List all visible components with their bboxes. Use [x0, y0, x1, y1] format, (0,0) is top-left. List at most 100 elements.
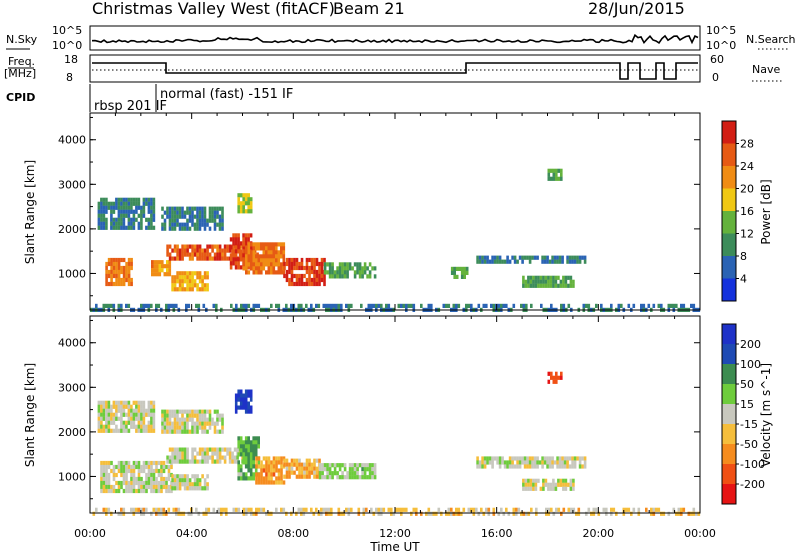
scatter-cell	[152, 404, 156, 409]
scatter-cell	[120, 400, 123, 405]
scatter-cell	[536, 460, 539, 465]
scatter-cell	[254, 440, 258, 445]
scatter-cell	[516, 259, 519, 264]
scatter-cell	[298, 458, 301, 463]
scatter-cell	[181, 287, 184, 292]
scatter-cell	[503, 460, 507, 465]
scatter-cell	[285, 273, 289, 279]
scatter-cell	[220, 507, 223, 512]
scatter-cell	[260, 468, 263, 473]
scatter-cell	[496, 255, 499, 260]
scatter-cell	[326, 471, 329, 476]
scatter-cell	[627, 507, 631, 512]
scatter-cell	[112, 201, 116, 206]
scatter-cell	[270, 476, 273, 481]
scatter-cell	[247, 405, 250, 410]
scatter-cell	[125, 476, 128, 482]
scatter-cell	[152, 484, 156, 490]
scatter-cell	[242, 476, 245, 481]
scatter-cell	[181, 459, 184, 464]
scatter-cell	[228, 459, 232, 464]
scatter-cell	[193, 482, 197, 487]
scatter-cell	[526, 464, 529, 469]
scatter-cell	[552, 482, 555, 487]
scatter-cell	[157, 303, 161, 308]
scatter-cell	[481, 460, 484, 465]
scatter-cell	[247, 197, 250, 202]
scatter-cell	[173, 425, 177, 430]
scatter-cell	[191, 256, 194, 261]
scatter-cell	[260, 472, 263, 477]
scatter-cell	[163, 409, 167, 414]
scatter-cell	[560, 168, 563, 173]
nave-label: Nave	[752, 63, 780, 76]
scatter-cell	[280, 262, 283, 267]
scatter-cell	[100, 221, 103, 226]
scatter-cell	[366, 467, 369, 472]
scatter-cell	[186, 478, 189, 483]
scatter-cell	[188, 252, 192, 257]
scatter-cell	[244, 201, 248, 206]
scatter-cell	[186, 413, 189, 418]
scatter-cell	[125, 412, 128, 417]
nsearch-tick-bottom: 10^0	[706, 39, 736, 52]
scatter-cell	[236, 447, 239, 452]
scatter-cell	[554, 482, 558, 487]
scatter-cell	[105, 511, 108, 516]
scatter-cell	[249, 440, 253, 445]
scatter-cell	[346, 262, 349, 267]
scatter-cell	[247, 389, 250, 394]
scatter-cell	[206, 218, 209, 223]
scatter-cell	[218, 429, 222, 434]
scatter-cell	[166, 248, 169, 253]
scatter-cell	[239, 476, 243, 481]
scatter-cell	[244, 440, 248, 445]
scatter-cell	[262, 507, 266, 512]
scatter-cell	[318, 467, 322, 472]
scatter-cell	[117, 221, 121, 226]
scatter-cell	[239, 253, 243, 258]
scatter-cell	[270, 511, 273, 516]
scatter-cell	[105, 416, 108, 421]
scatter-cell	[100, 205, 103, 210]
scatter-cell	[247, 440, 250, 445]
scatter-cell	[140, 209, 143, 214]
scatter-cell	[298, 261, 301, 267]
scatter-cell	[187, 303, 191, 308]
scatter-cell	[542, 275, 545, 280]
scatter-cell	[361, 274, 364, 279]
scatter-cell	[318, 475, 322, 480]
scatter-cell	[122, 269, 126, 275]
scatter-cell	[260, 258, 263, 263]
scatter-cell	[122, 511, 126, 516]
scatter-cell	[568, 259, 572, 264]
scatter-cell	[532, 275, 535, 280]
scatter-cell	[572, 507, 576, 512]
scatter-cell	[157, 480, 161, 486]
scatter-cell	[208, 417, 212, 422]
scatter-cell	[208, 447, 212, 452]
scatter-cell	[100, 209, 103, 214]
scatter-cell	[181, 451, 184, 456]
scatter-cell	[242, 452, 245, 457]
scatter-cell	[183, 271, 187, 276]
scatter-cell	[348, 471, 352, 476]
scatter-cell	[157, 468, 161, 474]
scatter-cell	[321, 467, 324, 472]
scatter-cell	[173, 413, 177, 418]
scatter-cell	[130, 217, 133, 222]
scatter-cell	[178, 271, 182, 276]
scatter-cell	[166, 455, 169, 460]
scatter-cell	[166, 421, 169, 426]
scatter-cell	[213, 252, 217, 257]
scatter-cell	[150, 480, 153, 486]
scatter-cell	[460, 274, 464, 279]
scatter-cell	[272, 270, 276, 275]
scatter-cell	[223, 455, 227, 460]
scatter-cell	[315, 470, 319, 475]
scatter-cell	[176, 222, 179, 227]
scatter-cell	[137, 472, 141, 478]
scatter-cell	[252, 456, 255, 461]
scatter-cell	[275, 456, 278, 461]
scatter-cell	[336, 475, 339, 480]
